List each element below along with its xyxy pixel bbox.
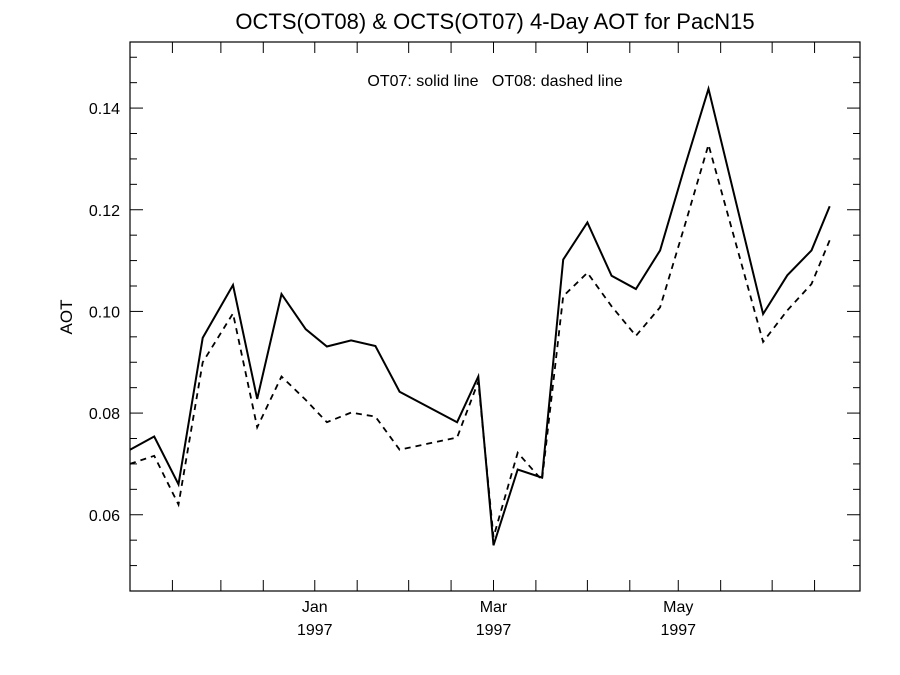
- tick-marks: [129, 42, 860, 592]
- x-tick-label: May: [663, 599, 693, 616]
- series-line-ot08: [129, 141, 831, 538]
- y-tick-label: 0.14: [89, 101, 120, 118]
- y-tick-label: 0.08: [89, 406, 120, 423]
- x-tick-labels: Jan 1997 Mar 1997 May 1997: [297, 599, 696, 639]
- y-axis-label: AOT: [57, 300, 76, 335]
- series-lines: [129, 85, 831, 546]
- chart-title: OCTS(OT08) & OCTS(OT07) 4-Day AOT for Pa…: [235, 9, 754, 34]
- y-tick-label: 0.10: [89, 304, 120, 321]
- y-tick-labels: 0.06 0.08 0.10 0.12 0.14: [89, 101, 120, 525]
- series-line-ot07: [129, 85, 831, 546]
- x-tick-year-label: 1997: [297, 622, 333, 639]
- plot-frame: [129, 41, 861, 592]
- x-tick-label: Mar: [480, 599, 508, 616]
- series-style-note: OT07: solid line OT08: dashed line: [367, 73, 622, 90]
- x-tick-label: Jan: [302, 599, 328, 616]
- y-tick-label: 0.06: [89, 508, 120, 525]
- y-tick-label: 0.12: [89, 203, 120, 220]
- x-tick-year-label: 1997: [476, 622, 512, 639]
- x-tick-year-label: 1997: [660, 622, 696, 639]
